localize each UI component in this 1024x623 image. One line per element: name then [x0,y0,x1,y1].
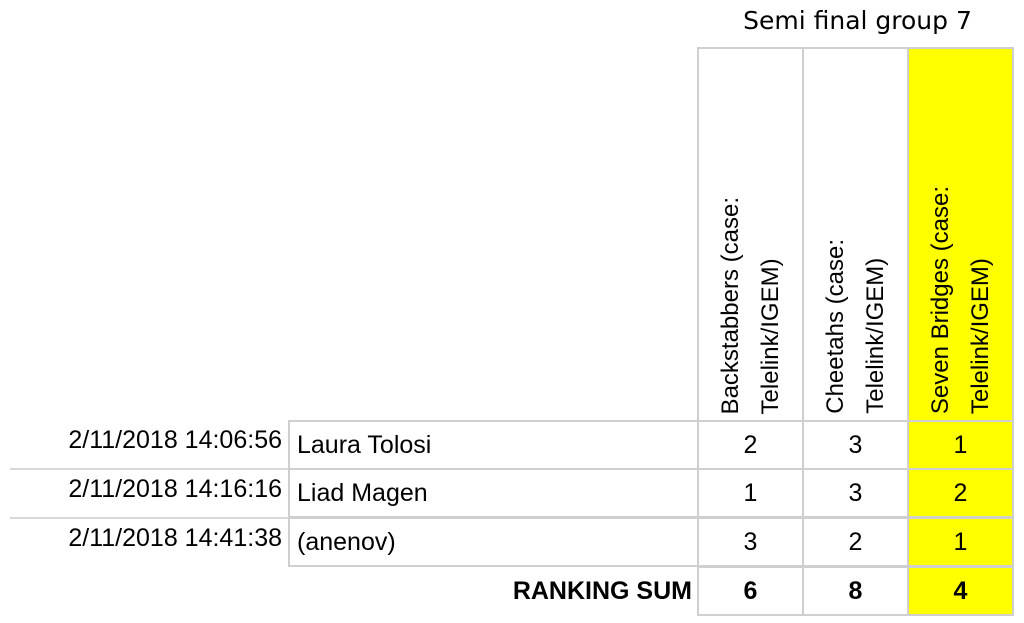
column-header-cheetahs: Cheetahs (case: Telelink/IGEM) [802,47,909,422]
column-label: Backstabbers (case: Telelink/IGEM) [716,196,784,414]
column-header-seven-bridges: Seven Bridges (case: Telelink/IGEM) [907,47,1014,422]
rank-cell: 2 [697,420,804,470]
row-divider [10,468,288,470]
column-label: Cheetahs (case: Telelink/IGEM) [821,239,889,414]
rank-cell: 3 [802,468,909,518]
timestamp-cell: 2/11/2018 14:16:16 [68,475,282,503]
column-header-backstabbers: Backstabbers (case: Telelink/IGEM) [697,47,804,422]
rank-cell: 3 [697,517,804,567]
rank-cell: 2 [907,468,1014,518]
rank-cell: 3 [802,420,909,470]
column-label: Seven Bridges (case: Telelink/IGEM) [926,185,994,414]
group-title: Semi final group 7 [743,6,972,35]
sum-cell: 6 [697,566,804,616]
rank-cell: 2 [802,517,909,567]
ranking-sum-label: RANKING SUM [512,577,692,605]
name-cell: (anenov) [288,517,699,567]
rank-cell: 1 [907,517,1014,567]
name-cell: Laura Tolosi [288,420,699,470]
row-divider [10,517,288,519]
name-cell: Liad Magen [288,468,699,518]
rank-cell: 1 [697,468,804,518]
sum-cell: 8 [802,566,909,616]
timestamp-cell: 2/11/2018 14:06:56 [68,426,282,454]
rank-cell: 1 [907,420,1014,470]
sum-cell: 4 [907,566,1014,616]
timestamp-cell: 2/11/2018 14:41:38 [68,524,282,552]
